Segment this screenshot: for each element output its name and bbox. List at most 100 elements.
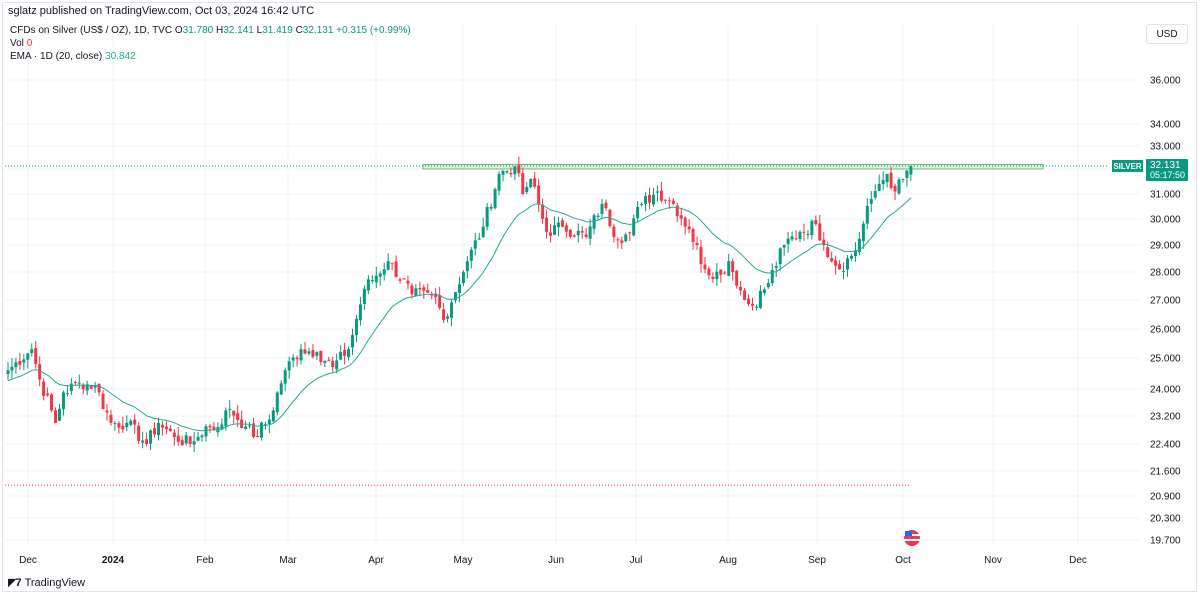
candle-body — [489, 206, 493, 209]
candle-body — [410, 285, 414, 295]
candle-body — [279, 383, 283, 395]
candle — [909, 165, 913, 181]
candle-body — [461, 272, 465, 284]
candle-body — [909, 165, 913, 175]
candle — [382, 262, 386, 281]
candle — [374, 266, 378, 289]
time-tick-label: Oct — [895, 555, 911, 566]
candle-body — [343, 349, 347, 356]
price-tag-symbol-bg — [1112, 159, 1143, 172]
change-value: +0.315 (+0.99%) — [336, 25, 411, 36]
candle-body — [754, 306, 758, 308]
candle-body — [156, 422, 160, 436]
candle — [560, 217, 564, 228]
candle-body — [121, 425, 125, 430]
candle-body — [176, 435, 180, 442]
time-tick-label: Jul — [630, 555, 643, 566]
candle — [838, 260, 842, 270]
candle-body — [493, 189, 497, 209]
candle — [248, 421, 252, 429]
candle — [418, 281, 422, 296]
candle-body — [628, 232, 632, 234]
candle — [798, 230, 802, 243]
candle — [778, 247, 782, 271]
candle-body — [267, 419, 271, 425]
candle — [30, 343, 34, 357]
currency-button[interactable]: USD — [1146, 24, 1188, 44]
candle — [659, 181, 663, 203]
candle-body — [834, 260, 838, 266]
tradingview-logo-icon: ◤7 — [8, 577, 22, 589]
candle — [362, 285, 366, 310]
candle — [141, 431, 145, 449]
candle-body — [564, 225, 568, 232]
candle-body — [885, 173, 889, 183]
candle-body — [802, 231, 806, 233]
candle — [283, 367, 287, 392]
footer: ◤7 TradingView — [8, 576, 86, 590]
candle-body — [422, 287, 426, 291]
candle-body — [857, 238, 861, 252]
candle-body — [707, 268, 711, 276]
candle — [493, 187, 497, 210]
candle-body — [374, 275, 378, 283]
candle — [6, 362, 10, 381]
candle-body — [10, 366, 14, 371]
candle-body — [406, 280, 410, 284]
candle-body — [849, 255, 853, 259]
high-label: H — [216, 25, 224, 36]
candle-body — [477, 238, 481, 240]
candle — [873, 183, 877, 200]
candle — [315, 351, 319, 360]
candle — [54, 407, 58, 424]
candle-body — [786, 238, 790, 245]
price-tick-label: 22.400 — [1150, 440, 1181, 451]
candle-body — [236, 413, 240, 420]
symbol-name[interactable]: CFDs on Silver (US$ / OZ), 1D, TVC — [10, 25, 173, 36]
candle — [814, 215, 818, 226]
candle-body — [446, 316, 450, 319]
candle — [477, 232, 481, 240]
candle-body — [545, 217, 549, 232]
grid-lines — [5, 25, 1140, 545]
candle — [168, 424, 172, 432]
candle-body — [869, 198, 873, 204]
candle-body — [465, 261, 469, 272]
candle — [786, 232, 790, 253]
candle — [853, 242, 857, 262]
candle-body — [723, 272, 727, 274]
candle-body — [865, 205, 869, 224]
candle-body — [762, 289, 766, 293]
candle-body — [414, 288, 418, 297]
candle — [770, 263, 774, 286]
volume-label[interactable]: Vol — [10, 38, 24, 49]
candle-body — [584, 234, 588, 238]
candle-body — [774, 266, 778, 268]
time-tick-label: May — [454, 555, 473, 566]
candle-body — [263, 424, 267, 426]
candle — [453, 292, 457, 304]
candle-body — [644, 196, 648, 204]
candle — [240, 410, 244, 429]
candle — [299, 343, 303, 365]
candle — [97, 383, 101, 397]
candle — [648, 187, 652, 209]
candle — [267, 414, 271, 434]
footer-brand[interactable]: TradingView — [24, 576, 86, 589]
candle-body — [220, 424, 224, 430]
candle-body — [252, 423, 256, 437]
candle — [42, 378, 46, 401]
candle-body — [549, 232, 553, 236]
time-axis: Dec 2024 Feb Mar Apr May Jun Jul Aug Sep Oct Nov Dec — [19, 555, 1087, 566]
candle — [517, 156, 521, 178]
candle-body — [311, 350, 315, 357]
candle — [822, 232, 826, 251]
ema-value: 30.842 — [105, 51, 136, 62]
candle-body — [244, 426, 248, 430]
ema-label[interactable]: EMA · 1D (20, close) — [10, 51, 103, 62]
candle-body — [248, 425, 252, 427]
candle — [719, 269, 723, 283]
candle-body — [370, 280, 374, 282]
candle — [450, 299, 454, 327]
